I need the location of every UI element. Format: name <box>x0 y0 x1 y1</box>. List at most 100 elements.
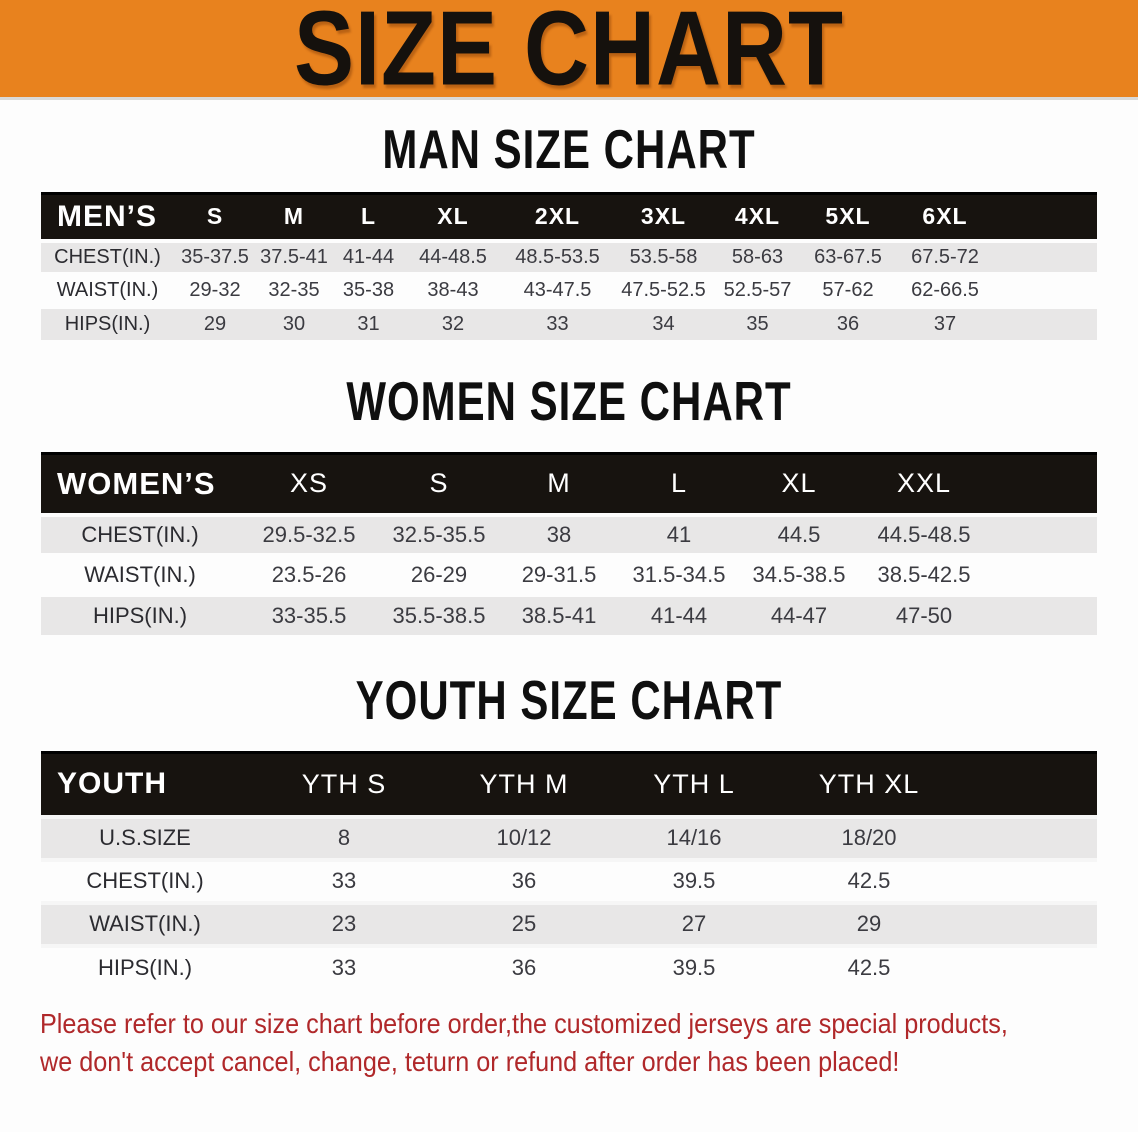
size-column-header: YTH L <box>609 751 779 817</box>
size-column-header: XXL <box>859 451 989 515</box>
disclaimer-line-1: Please refer to our size chart before or… <box>40 1007 1008 1039</box>
size-value-cell: 38-43 <box>427 278 479 301</box>
row-label: HIPS(IN.) <box>64 312 151 335</box>
size-value-cell: 29-31.5 <box>521 562 597 587</box>
size-value-cell: 29 <box>856 911 882 936</box>
size-value-cell: 26-29 <box>410 562 468 587</box>
row-label: HIPS(IN.) <box>92 603 188 628</box>
size-column-header: YTH M <box>439 751 609 817</box>
size-value-cell: 14/16 <box>666 825 722 850</box>
youth-size-table: YOUTH YTH S YTH M YTH L YTH XL U.S.SIZE 8 10/12… <box>41 751 1097 989</box>
header-row: YOUTH YTH S YTH M YTH L YTH XL <box>41 751 1097 817</box>
table-row: WAIST(IN.) 29-32 32-35 35-38 38-43 43-47.5 47.… <box>41 273 1097 307</box>
size-value-cell: 57-62 <box>822 278 874 301</box>
row-filler-cell <box>996 274 1097 307</box>
size-value-cell: 39.5 <box>672 868 716 893</box>
size-value-cell: 38.5-41 <box>521 603 597 628</box>
charts-container: MAN SIZE CHART MEN’S S M L XL 2XL 3XL 4XL 5XL 6XL C… <box>0 119 1138 989</box>
size-value-cell: 43-47.5 <box>523 278 592 301</box>
size-value-cell: 29-32 <box>189 278 241 301</box>
size-column-header: 5XL <box>802 192 894 241</box>
size-value-cell: 42.5 <box>847 868 891 893</box>
size-column-header: XL <box>739 451 859 515</box>
size-column-header: XS <box>239 451 379 515</box>
header-row: MEN’S S M L XL 2XL 3XL 4XL 5XL 6XL <box>41 192 1097 241</box>
size-value-cell: 47-50 <box>895 603 953 628</box>
size-value-cell: 34 <box>652 312 675 335</box>
section-heading-youth: YOUTH SIZE CHART <box>355 669 783 731</box>
table-row: HIPS(IN.) 33 36 39.5 42.5 <box>41 945 1097 989</box>
row-filler-cell <box>989 515 1097 555</box>
size-value-cell: 8 <box>337 825 351 850</box>
size-column-header: YTH XL <box>779 751 959 817</box>
size-column-header: XL <box>405 192 501 241</box>
row-filler-cell <box>959 903 1097 946</box>
table-row: HIPS(IN.) 33-35.5 35.5-38.5 38.5-41 41-44 44-… <box>41 595 1097 635</box>
table-row: CHEST(IN.) 35-37.5 37.5-41 41-44 44-48.5 48.5… <box>41 240 1097 274</box>
size-value-cell: 42.5 <box>847 955 891 980</box>
header-filler-cell <box>989 451 1097 515</box>
size-value-cell: 18/20 <box>841 825 897 850</box>
size-chart-page: SIZE CHART MAN SIZE CHART MEN’S S M L XL 2XL 3X… <box>0 0 1138 1077</box>
size-value-cell: 35-37.5 <box>181 245 249 268</box>
size-value-cell: 67.5-72 <box>911 245 979 268</box>
size-value-cell: 32-35 <box>268 278 320 301</box>
women-size-table: WOMEN’S XS S M L XL XXL CHEST(IN.) 29.5-32.5 32.5… <box>41 451 1097 635</box>
size-value-cell: 23.5-26 <box>271 562 347 587</box>
size-value-cell: 38 <box>546 522 572 547</box>
size-value-cell: 36 <box>511 955 537 980</box>
size-value-cell: 31 <box>357 312 380 335</box>
size-value-cell: 33 <box>331 955 357 980</box>
row-filler-cell <box>996 307 1097 340</box>
row-filler-cell <box>996 241 1097 274</box>
banner-title: SIZE CHART <box>294 0 844 108</box>
size-value-cell: 32 <box>441 312 465 335</box>
row-filler-cell <box>989 555 1097 595</box>
size-value-cell: 35.5-38.5 <box>392 603 486 628</box>
size-column-header: 2XL <box>501 192 614 241</box>
header-filler-cell <box>959 751 1097 817</box>
size-value-cell: 23 <box>331 911 357 936</box>
row-label: HIPS(IN.) <box>97 955 193 980</box>
table-row: U.S.SIZE 8 10/12 14/16 18/20 <box>41 816 1097 860</box>
group-label: WOMEN’S <box>41 451 239 515</box>
size-value-cell: 38.5-42.5 <box>877 562 971 587</box>
size-value-cell: 63-67.5 <box>814 245 882 268</box>
size-column-header: M <box>499 451 619 515</box>
table-row: WAIST(IN.) 23 25 27 29 <box>41 902 1097 946</box>
disclaimer-line-2: we don't accept cancel, change, teturn o… <box>40 1045 900 1077</box>
size-value-cell: 58-63 <box>731 245 784 268</box>
row-label: CHEST(IN.) <box>86 868 204 893</box>
size-value-cell: 10/12 <box>496 825 552 850</box>
group-label: YOUTH <box>41 751 249 817</box>
table-row: CHEST(IN.) 29.5-32.5 32.5-35.5 38 41 44.5 44.5… <box>41 515 1097 555</box>
size-value-cell: 44-47 <box>770 603 828 628</box>
size-value-cell: 34.5-38.5 <box>752 562 846 587</box>
size-value-cell: 36 <box>511 868 537 893</box>
row-label: U.S.SIZE <box>99 825 191 850</box>
size-value-cell: 29.5-32.5 <box>262 522 356 547</box>
size-value-cell: 35 <box>746 312 769 335</box>
size-column-header: YTH S <box>249 751 439 817</box>
size-value-cell: 25 <box>511 911 537 936</box>
size-value-cell: 41-44 <box>650 603 708 628</box>
size-value-cell: 30 <box>282 312 306 335</box>
size-value-cell: 41 <box>666 522 692 547</box>
row-filler-cell <box>959 946 1097 989</box>
size-value-cell: 48.5-53.5 <box>515 245 600 268</box>
table-row: HIPS(IN.) 29 30 31 32 33 34 35 36 37 <box>41 306 1097 340</box>
group-label: MEN’S <box>41 192 174 241</box>
size-value-cell: 47.5-52.5 <box>621 278 706 301</box>
size-value-cell: 32.5-35.5 <box>392 522 486 547</box>
size-value-cell: 37 <box>933 312 957 335</box>
section-women-size-chart: WOMEN SIZE CHART WOMEN’S XS S M L XL XXL CHEST(I… <box>0 370 1138 635</box>
size-value-cell: 27 <box>681 911 707 936</box>
section-heading-man: MAN SIZE CHART <box>382 118 756 180</box>
row-label: CHEST(IN.) <box>81 522 199 547</box>
size-column-header: S <box>379 451 499 515</box>
size-column-header: 6XL <box>894 192 996 241</box>
row-label: WAIST(IN.) <box>84 562 196 587</box>
section-youth-size-chart: YOUTH SIZE CHART YOUTH YTH S YTH M YTH L YTH … <box>0 670 1138 989</box>
size-value-cell: 52.5-57 <box>723 278 792 301</box>
section-heading-women: WOMEN SIZE CHART <box>346 370 792 432</box>
